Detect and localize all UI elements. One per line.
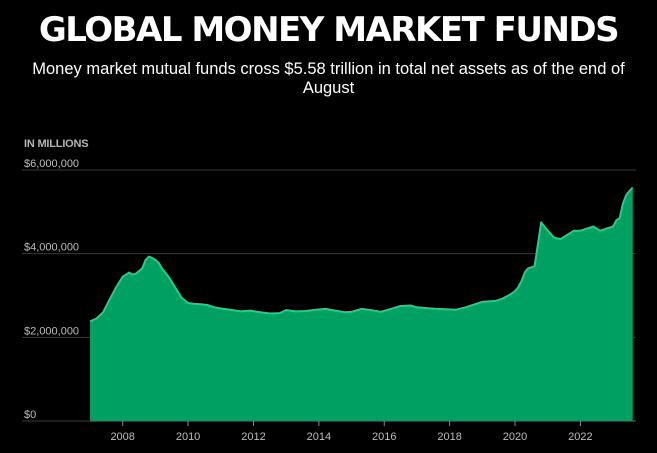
x-axis: 2008 2010 2012 2014 2016 2018 2020 2022	[90, 420, 636, 443]
chart-subtitle: Money market mutual funds cross $5.58 tr…	[32, 60, 625, 97]
y-tick-label: $6,000,000	[24, 158, 79, 170]
x-tick-label: 2008	[110, 431, 134, 443]
x-tick-label: 2012	[241, 431, 265, 443]
area-series-line	[89, 186, 634, 323]
x-tick-label: 2020	[503, 431, 527, 443]
x-tick-label: 2014	[307, 431, 331, 443]
chart-title: GLOBAL MONEY MARKET FUNDS	[38, 10, 620, 50]
y-tick-label: $4,000,000	[24, 242, 79, 254]
x-tick-label: 2018	[437, 431, 461, 443]
unit-label: IN MILLIONS	[24, 138, 89, 150]
x-tick-label: 2016	[372, 431, 396, 443]
y-tick-label: $0	[24, 409, 36, 421]
x-tick-label: 2010	[176, 431, 200, 443]
y-tick-label: $2,000,000	[24, 325, 79, 337]
area-series-fill	[90, 187, 633, 421]
x-tick-label: 2022	[568, 431, 592, 443]
y-axis: $0 $2,000,000 $4,000,000 $6,000,000	[24, 158, 79, 421]
